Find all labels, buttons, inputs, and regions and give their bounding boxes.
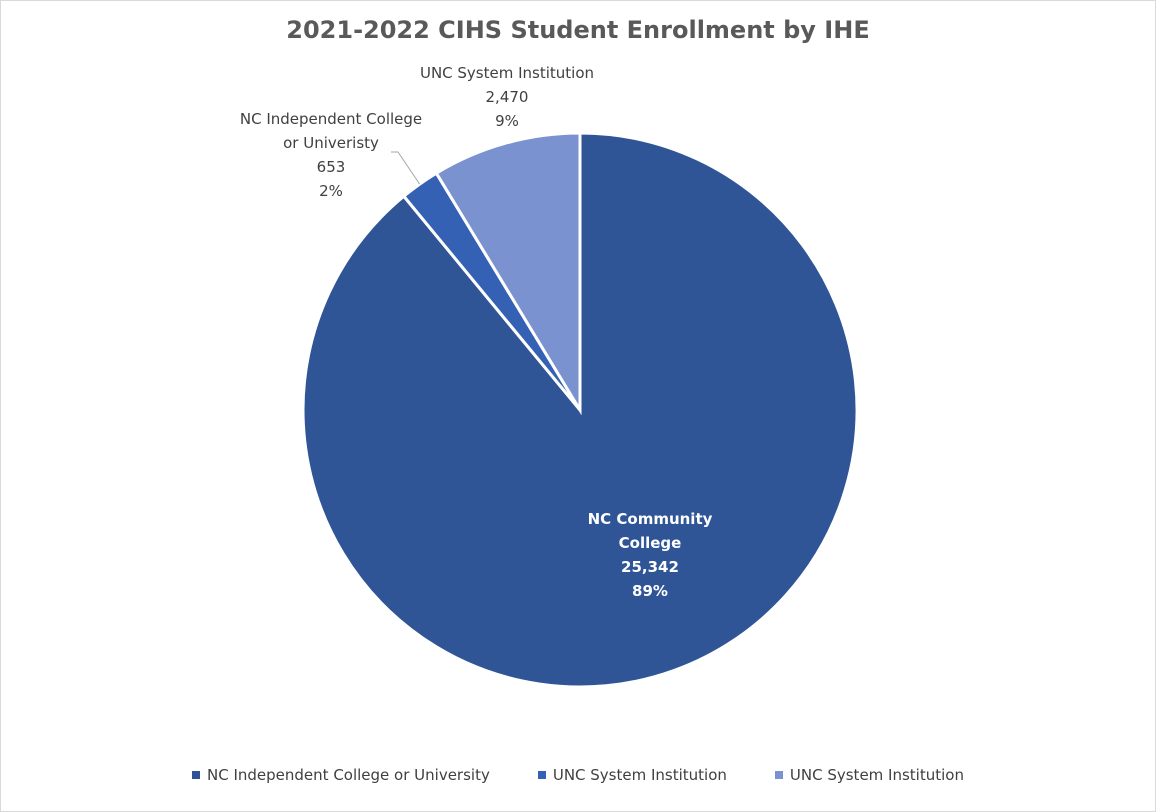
legend-label: NC Independent College or University <box>207 766 490 784</box>
data-label: 2,470 <box>486 88 529 106</box>
legend-swatch <box>537 771 546 779</box>
data-label: 2% <box>319 182 343 200</box>
leader-line <box>391 151 421 185</box>
data-label: College <box>619 534 682 552</box>
legend-label: UNC System Institution <box>552 766 727 784</box>
legend-item: UNC System Institution <box>537 766 727 784</box>
data-label: 653 <box>317 158 346 176</box>
data-label: NC Independent College <box>240 110 422 128</box>
pie-slice <box>434 131 582 416</box>
legend-swatch <box>192 771 201 779</box>
legend-item: NC Independent College or University <box>192 766 490 784</box>
data-label: 25,342 <box>621 558 679 576</box>
data-label: UNC System Institution <box>420 64 594 82</box>
legend: NC Independent College or University UNC… <box>0 766 1156 784</box>
data-label: 9% <box>495 112 519 130</box>
legend-swatch <box>774 771 783 779</box>
legend-item: UNC System Institution <box>774 766 964 784</box>
legend-label: UNC System Institution <box>789 766 964 784</box>
chart-title: 2021-2022 CIHS Student Enrollment by IHE <box>286 16 870 44</box>
data-label: 89% <box>632 582 668 600</box>
data-label: NC Community <box>588 510 713 528</box>
data-label: or Univeristy <box>283 134 379 152</box>
